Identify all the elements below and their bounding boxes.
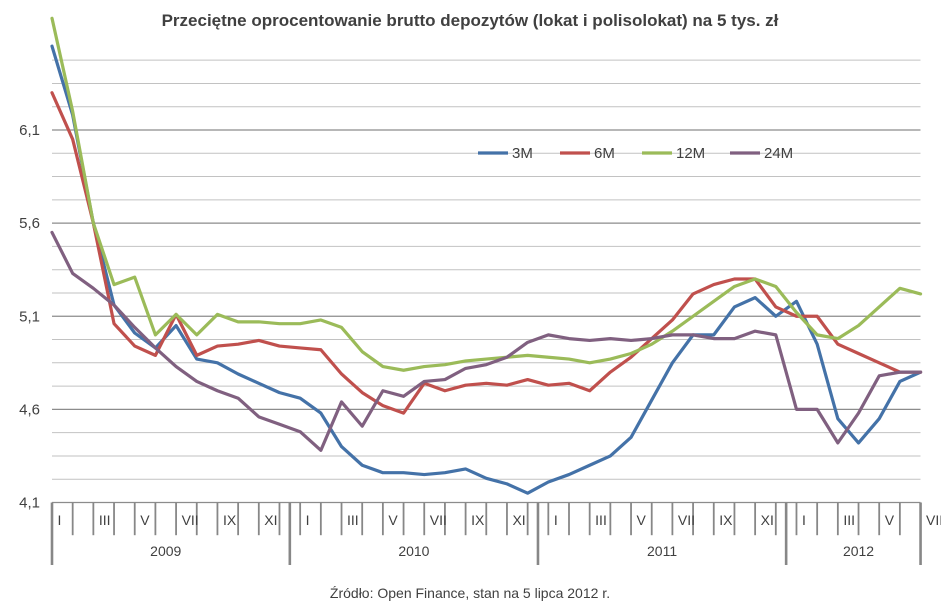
svg-text:VII: VII: [430, 512, 447, 528]
svg-text:3M: 3M: [512, 145, 533, 162]
svg-text:I: I: [58, 512, 62, 528]
svg-text:III: III: [347, 512, 359, 528]
svg-text:6M: 6M: [594, 145, 615, 162]
svg-text:III: III: [595, 512, 607, 528]
svg-text:IX: IX: [471, 512, 485, 528]
svg-text:I: I: [306, 512, 310, 528]
svg-text:4,6: 4,6: [19, 401, 40, 418]
svg-text:XI: XI: [512, 512, 525, 528]
svg-text:I: I: [554, 512, 558, 528]
svg-text:IX: IX: [223, 512, 237, 528]
svg-text:I: I: [802, 512, 806, 528]
svg-text:6,1: 6,1: [19, 122, 40, 139]
svg-text:4,1: 4,1: [19, 495, 40, 512]
svg-text:XI: XI: [761, 512, 774, 528]
svg-text:VII: VII: [926, 512, 941, 528]
svg-text:12M: 12M: [676, 145, 705, 162]
svg-text:V: V: [388, 512, 398, 528]
svg-text:2012: 2012: [843, 543, 874, 559]
svg-text:III: III: [99, 512, 111, 528]
svg-text:24M: 24M: [764, 145, 793, 162]
svg-text:2011: 2011: [647, 543, 677, 559]
svg-text:IX: IX: [719, 512, 733, 528]
svg-text:5,6: 5,6: [19, 215, 40, 232]
svg-text:XI: XI: [264, 512, 277, 528]
svg-text:2009: 2009: [150, 543, 181, 559]
svg-text:V: V: [140, 512, 150, 528]
svg-text:V: V: [885, 512, 895, 528]
svg-text:5,1: 5,1: [19, 308, 40, 325]
svg-text:V: V: [637, 512, 647, 528]
svg-text:III: III: [843, 512, 855, 528]
svg-text:2010: 2010: [398, 543, 429, 559]
svg-text:Przeciętne oprocentowanie brut: Przeciętne oprocentowanie brutto depozyt…: [162, 11, 779, 30]
svg-text:VII: VII: [678, 512, 695, 528]
svg-text:Źródło: Open Finance, stan na: Źródło: Open Finance, stan na 5 lipca 20…: [330, 585, 610, 601]
svg-text:VII: VII: [182, 512, 199, 528]
